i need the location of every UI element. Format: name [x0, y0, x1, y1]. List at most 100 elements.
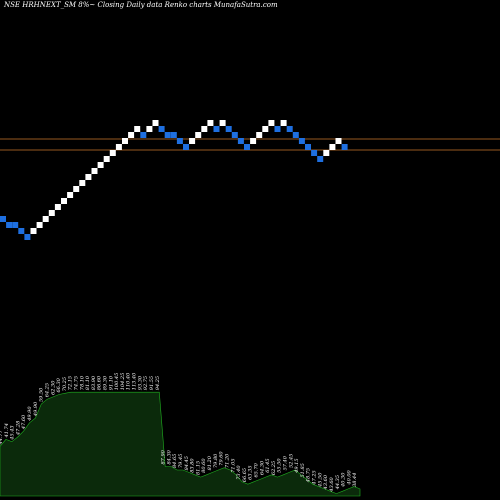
price-label: 84.30 — [166, 449, 172, 464]
price-label: 79.80 — [213, 453, 219, 468]
renko-brick-up — [201, 126, 208, 132]
price-label: 113.40 — [132, 372, 138, 390]
price-label: 65.70 — [254, 462, 260, 477]
price-label: 43.60 — [323, 474, 329, 490]
price-label: 64.30 — [259, 460, 265, 475]
renko-brick-down — [341, 144, 348, 150]
price-label: 74.75 — [74, 376, 80, 390]
price-label: 63.35 — [248, 465, 254, 479]
renko-brick-up — [73, 186, 80, 192]
price-label: 52.45 — [288, 454, 294, 468]
price-label: 71.05 — [230, 458, 236, 472]
price-label: 93.30 — [137, 375, 143, 390]
price-label: 44.35 — [335, 475, 341, 490]
price-label: 84.65 — [172, 454, 178, 468]
price-label: 45.50 — [317, 472, 323, 488]
price-label: 81.10 — [85, 375, 91, 390]
renko-brick-up — [329, 144, 336, 150]
renko-brick-up — [189, 138, 196, 144]
price-label: 66.30 — [56, 377, 62, 392]
renko-brick-up — [36, 222, 43, 228]
renko-brick-up — [335, 138, 342, 144]
renko-brick-up — [115, 144, 122, 150]
volume-area — [0, 391, 361, 497]
renko-brick-down — [183, 144, 189, 150]
renko-brick-up — [250, 138, 257, 144]
renko-brick-up — [134, 126, 141, 132]
renko-brick-down — [311, 150, 318, 156]
price-label: 72.15 — [68, 376, 74, 390]
renko-brick-up — [262, 126, 269, 132]
volume-area-path — [0, 391, 361, 497]
renko-brick-down — [140, 132, 147, 138]
renko-brick-up — [48, 210, 55, 216]
renko-brick-up — [323, 150, 330, 156]
price-label: 81.20 — [207, 455, 213, 470]
renko-brick-up — [207, 120, 214, 126]
price-label: 84.45 — [184, 456, 190, 470]
price-label: 80.60 — [201, 458, 207, 473]
price-label: 47.60 — [21, 414, 27, 430]
price-label: 83.80 — [190, 458, 196, 473]
price-label: 110.40 — [126, 372, 132, 390]
price-label: 40.30 — [341, 472, 347, 488]
renko-brick-up — [195, 132, 202, 138]
renko-brick-up — [42, 216, 49, 222]
renko-brick-up — [109, 150, 116, 156]
renko-brick-down — [317, 156, 324, 162]
price-label: 73.40 — [236, 465, 242, 480]
renko-brick-up — [85, 174, 92, 180]
renko-brick-down — [231, 132, 238, 138]
renko-brick-up — [30, 228, 37, 234]
price-label: 40.00 — [346, 469, 352, 485]
renko-brick-down — [292, 132, 299, 138]
chart-title: NSE HRHNEXT_SM 8%~ Closing Daily data Re… — [4, 1, 278, 9]
renko-brick-down — [213, 126, 220, 132]
renko-brick-up — [103, 156, 110, 162]
price-label: 104.25 — [120, 373, 126, 391]
price-label: 43.60 — [329, 476, 335, 492]
renko-brick-up — [61, 198, 67, 204]
price-label: 51.85 — [300, 463, 306, 477]
renko-brick-up — [91, 168, 98, 174]
price-label: 61.45 — [265, 458, 271, 472]
price-label: 47.28 — [15, 421, 21, 436]
renko-brick-up — [67, 192, 74, 198]
price-label: 94.25 — [155, 376, 161, 390]
price-label: 66.65 — [242, 468, 248, 482]
renko-brick-up — [79, 180, 86, 186]
price-label: 91.10 — [108, 375, 114, 390]
renko-brick-down — [237, 138, 244, 144]
renko-brick-up — [152, 120, 159, 126]
renko-brick-up — [122, 138, 128, 144]
renko-brick-up — [256, 132, 263, 138]
price-label: 92.75 — [143, 376, 149, 390]
renko-bricks — [0, 120, 348, 240]
renko-brick-up — [146, 126, 153, 132]
renko-brick-down — [6, 222, 13, 228]
price-label: 49.15 — [294, 458, 300, 473]
price-label: 70.25 — [62, 377, 68, 391]
renko-brick-up — [54, 204, 61, 210]
price-label: 79.60 — [219, 451, 225, 466]
price-label: 78.10 — [79, 375, 85, 390]
price-label: 62.25 — [271, 461, 277, 475]
renko-brick-down — [305, 144, 311, 150]
renko-brick-down — [0, 216, 6, 222]
price-label: 57.40 — [283, 455, 289, 470]
price-label: 62.30 — [50, 380, 56, 395]
price-label: 45.43 — [10, 425, 16, 440]
price-label: 44.77 — [0, 429, 4, 445]
price-label: 38.44 — [352, 473, 358, 487]
price-label: 83.90 — [91, 375, 97, 390]
price-label: 41.74 — [4, 423, 10, 438]
renko-brick-down — [298, 138, 305, 144]
renko-brick-down — [164, 132, 171, 138]
renko-brick-down — [158, 126, 165, 132]
price-label: 47.25 — [312, 470, 318, 485]
price-label: 81.15 — [195, 461, 201, 475]
price-label: 48.75 — [306, 468, 312, 483]
price-label: 100.45 — [114, 373, 120, 391]
